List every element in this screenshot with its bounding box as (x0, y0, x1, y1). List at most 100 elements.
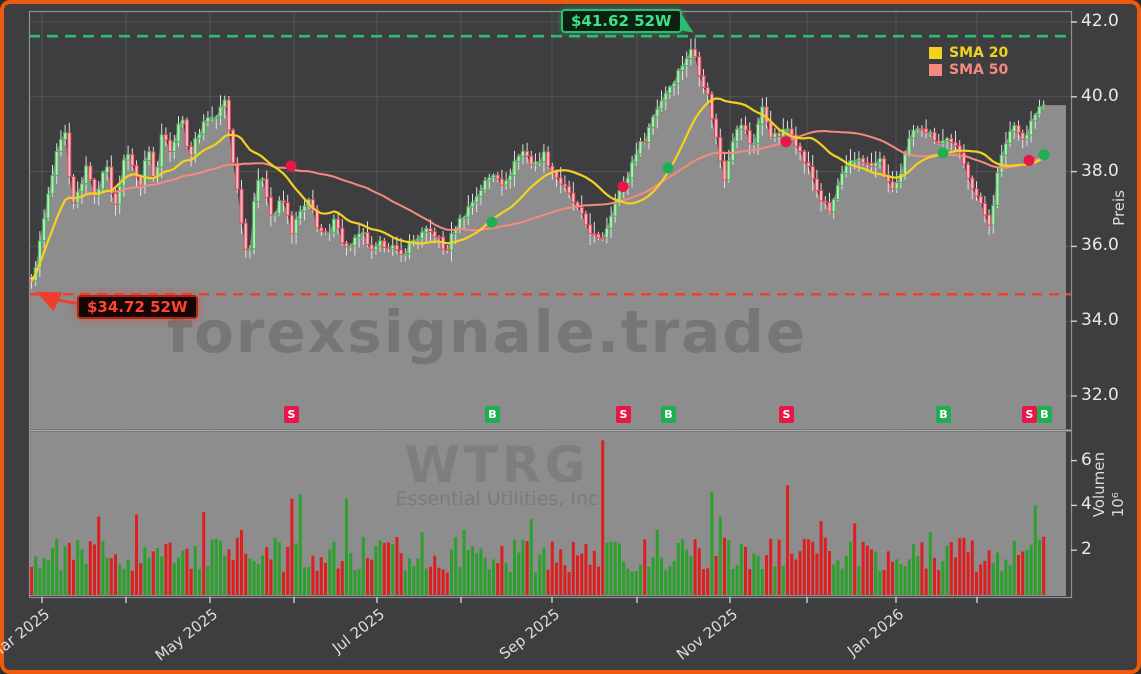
volume-bar (101, 540, 105, 595)
volume-bar (97, 516, 101, 595)
volume-bar (832, 564, 836, 595)
volume-bar (996, 552, 999, 595)
volume-bar (689, 555, 693, 595)
volume-bar (865, 545, 869, 595)
volume-bar (408, 558, 411, 595)
candle-body (634, 153, 639, 163)
volume-bar (395, 537, 399, 595)
volume-bar (723, 537, 726, 595)
candle-body (764, 106, 769, 124)
candle-body (663, 92, 668, 102)
candle-body (121, 159, 126, 187)
candle-body (785, 128, 790, 131)
watermark-company: Essential Utilities, Inc (396, 488, 599, 510)
volume-bar (231, 560, 235, 595)
volume-bar (529, 518, 533, 595)
candle-body (630, 161, 635, 179)
candle-body (886, 174, 891, 183)
candle-body (424, 228, 429, 233)
candle-body (201, 121, 206, 135)
candle-body (865, 162, 870, 165)
candle-body (151, 151, 156, 178)
volume-bar (273, 537, 277, 595)
sma20-line (30, 97, 1045, 282)
candle-body (499, 178, 504, 186)
candle-body (42, 218, 47, 242)
buy-signal-dot (937, 147, 949, 159)
volume-bar (366, 558, 369, 595)
volume-bar (853, 523, 857, 595)
candle-body (432, 231, 437, 238)
plot-border (28, 10, 1073, 599)
volume-bar (311, 555, 315, 595)
candle-body (382, 240, 387, 248)
candle-body (919, 128, 924, 131)
volume-bar (534, 572, 537, 595)
candle-body (945, 138, 950, 142)
volume-bar (424, 568, 428, 595)
volume-bar (668, 566, 672, 595)
volume-bar (739, 543, 743, 595)
candle-body (1016, 124, 1021, 134)
volume-bar (500, 546, 504, 595)
candle-body (289, 214, 294, 235)
candle-body (369, 244, 374, 251)
candle-body (684, 58, 689, 67)
candle-body (701, 75, 706, 89)
volume-bar (769, 538, 773, 595)
candle-body (844, 165, 849, 175)
volume-bar (916, 556, 920, 595)
candle-body (651, 116, 656, 128)
candle-body (331, 218, 336, 233)
candle-body (273, 213, 278, 216)
volume-bar (844, 555, 848, 595)
candle-body (445, 248, 450, 252)
volume-bar (454, 537, 458, 595)
volume-bar (214, 539, 218, 595)
volume-bar (374, 546, 378, 595)
volume-bar (34, 556, 38, 595)
candle-body (953, 141, 958, 147)
volume-bar (202, 512, 206, 595)
volume-bar (735, 564, 739, 595)
candle-body (504, 180, 509, 186)
volume-bar (546, 569, 550, 595)
candle-body (835, 185, 840, 200)
volume-bar (588, 564, 592, 595)
watermark-symbol: WTRG (405, 436, 590, 494)
sell-signal-dot (285, 160, 297, 172)
buy-signal-dot (662, 162, 674, 174)
candle-body (1003, 143, 1008, 156)
volume-bar (870, 549, 873, 595)
volume-bar (891, 561, 894, 595)
candle-body (798, 145, 803, 152)
sell-signal-dot (780, 136, 792, 148)
candle-body (247, 248, 252, 251)
volume-bar (340, 561, 344, 595)
volume-bar (828, 551, 831, 595)
volume-bar (765, 555, 768, 595)
volume-bar (63, 546, 67, 595)
volume-bar (626, 568, 630, 595)
volume-bar (802, 538, 806, 595)
candle-body (714, 118, 719, 138)
volume-bar (760, 569, 764, 595)
candle-body (567, 185, 572, 194)
candle-body (529, 155, 534, 166)
volume-bar (118, 564, 122, 595)
candle-body (520, 150, 525, 157)
volume-bar (160, 556, 164, 595)
candle-body (735, 128, 740, 143)
volume-bar (126, 559, 130, 595)
volume-bar (928, 532, 932, 595)
volume-bar (773, 566, 777, 595)
volume-bar (46, 560, 50, 595)
volume-bar (920, 542, 924, 595)
candle-body (936, 140, 941, 144)
candle-body (516, 155, 521, 162)
candle-body (239, 188, 244, 224)
candle-body (319, 227, 324, 232)
candle-body (260, 178, 265, 181)
volume-bar (655, 530, 659, 595)
candle-body (285, 202, 290, 216)
